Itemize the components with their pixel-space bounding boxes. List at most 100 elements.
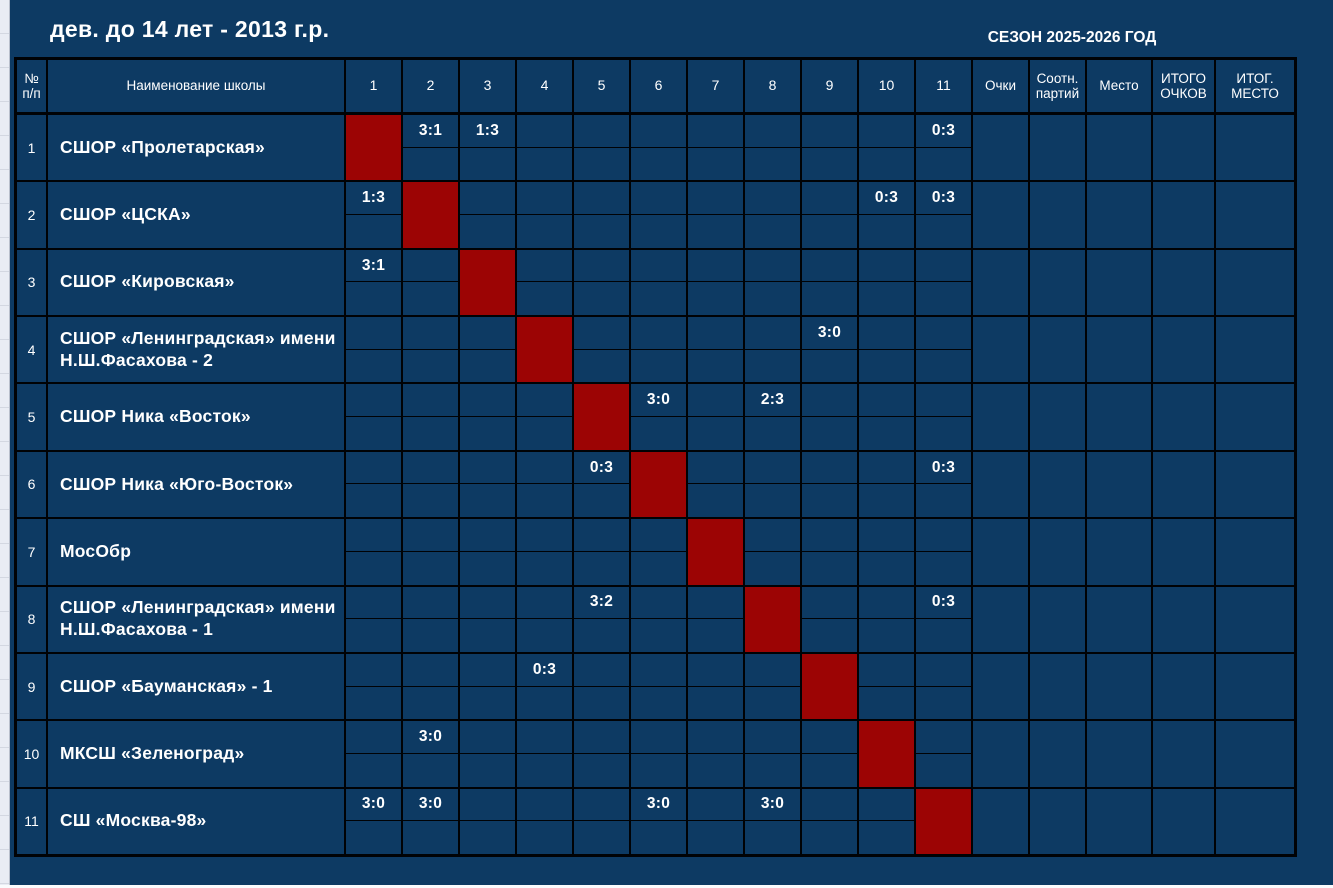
set-detail-cell[interactable] (916, 619, 971, 652)
set-detail-cell[interactable] (403, 282, 458, 315)
score-cell[interactable] (574, 182, 631, 248)
score-cell[interactable] (403, 317, 460, 383)
set-detail-cell[interactable] (346, 821, 401, 854)
points-cell[interactable] (973, 249, 1030, 316)
score-cell[interactable] (688, 384, 745, 450)
score-cell[interactable] (574, 317, 631, 383)
score-cell[interactable] (916, 653, 973, 720)
set-detail-cell[interactable] (688, 148, 743, 181)
score-cell[interactable] (460, 721, 517, 787)
header-round-6[interactable]: 6 (631, 60, 688, 112)
header-place[interactable]: Место (1087, 60, 1153, 112)
set-detail-cell[interactable] (403, 754, 458, 787)
header-round-9[interactable]: 9 (802, 60, 859, 112)
total-points-cell[interactable] (1153, 653, 1216, 720)
final-place-cell[interactable] (1216, 452, 1294, 517)
set-detail-cell[interactable] (859, 821, 914, 854)
set-detail-cell[interactable] (745, 687, 800, 720)
points-cell[interactable] (973, 317, 1030, 383)
set-detail-cell[interactable] (346, 687, 401, 720)
score-cell[interactable] (517, 586, 574, 652)
diagonal-cell[interactable] (631, 451, 688, 518)
header-round-11[interactable]: 11 (916, 60, 973, 112)
school-name-cell[interactable]: СШОР «ЦСКА» (48, 182, 346, 248)
set-detail-cell[interactable] (859, 484, 914, 517)
score-cell[interactable] (631, 653, 688, 720)
set-detail-cell[interactable] (802, 148, 857, 181)
set-detail-cell[interactable] (802, 215, 857, 248)
set-detail-cell[interactable] (745, 484, 800, 517)
score-cell[interactable] (916, 249, 973, 316)
set-detail-cell[interactable] (346, 350, 401, 383)
score-cell[interactable]: 0:3 (517, 653, 574, 720)
score-cell[interactable] (631, 249, 688, 316)
set-detail-cell[interactable] (460, 821, 515, 854)
score-cell[interactable] (802, 788, 859, 854)
score-cell[interactable] (517, 249, 574, 316)
score-cell[interactable]: 3:0 (745, 788, 802, 854)
set-detail-cell[interactable] (859, 350, 914, 383)
score-cell[interactable] (859, 519, 916, 585)
final-place-cell[interactable] (1216, 384, 1294, 449)
score-cell[interactable] (574, 115, 631, 181)
set-detail-cell[interactable] (688, 215, 743, 248)
points-cell[interactable] (973, 586, 1030, 652)
set-detail-cell[interactable] (574, 484, 629, 517)
set-detail-cell[interactable] (403, 350, 458, 383)
sets-ratio-cell[interactable] (1030, 249, 1087, 316)
set-detail-cell[interactable] (574, 821, 629, 854)
set-detail-cell[interactable] (916, 484, 971, 517)
set-detail-cell[interactable] (745, 282, 800, 315)
score-cell[interactable] (517, 115, 574, 181)
total-points-cell[interactable] (1153, 384, 1216, 450)
diagonal-cell[interactable] (517, 317, 574, 383)
final-place-cell[interactable] (1216, 250, 1294, 315)
row-number-cell[interactable]: 5 (17, 384, 48, 450)
sets-ratio-cell[interactable] (1030, 182, 1087, 248)
header-round-2[interactable]: 2 (403, 60, 460, 112)
set-detail-cell[interactable] (688, 619, 743, 652)
score-cell[interactable] (688, 788, 745, 854)
set-detail-cell[interactable] (460, 754, 515, 787)
score-cell[interactable] (460, 788, 517, 854)
score-cell[interactable] (859, 115, 916, 181)
score-cell[interactable]: 0:3 (916, 182, 973, 248)
set-detail-cell[interactable] (631, 148, 686, 181)
header-round-7[interactable]: 7 (688, 60, 745, 112)
score-cell[interactable] (517, 451, 574, 518)
score-cell[interactable]: 3:0 (346, 788, 403, 854)
score-cell[interactable] (745, 182, 802, 248)
diagonal-cell[interactable] (802, 653, 859, 720)
set-detail-cell[interactable] (859, 417, 914, 450)
sets-ratio-cell[interactable] (1030, 451, 1087, 518)
school-name-cell[interactable]: СШОР «Ленинградская» имени Н.Ш.Фасахова … (48, 586, 346, 652)
score-cell[interactable] (460, 519, 517, 585)
score-cell[interactable] (916, 519, 973, 585)
set-detail-cell[interactable] (460, 552, 515, 585)
score-cell[interactable] (802, 451, 859, 518)
score-cell[interactable] (574, 721, 631, 787)
set-detail-cell[interactable] (859, 552, 914, 585)
school-name-cell[interactable]: СШОР «Кировская» (48, 249, 346, 316)
set-detail-cell[interactable] (631, 687, 686, 720)
score-cell[interactable] (745, 653, 802, 720)
score-cell[interactable] (859, 653, 916, 720)
set-detail-cell[interactable] (688, 687, 743, 720)
set-detail-cell[interactable] (460, 350, 515, 383)
score-cell[interactable] (346, 384, 403, 450)
set-detail-cell[interactable] (916, 754, 971, 787)
score-cell[interactable] (460, 317, 517, 383)
place-cell[interactable] (1087, 653, 1153, 720)
set-detail-cell[interactable] (631, 282, 686, 315)
total-points-cell[interactable] (1153, 115, 1216, 181)
final-place-cell[interactable] (1216, 115, 1294, 180)
place-cell[interactable] (1087, 586, 1153, 652)
score-cell[interactable] (574, 519, 631, 585)
set-detail-cell[interactable] (631, 215, 686, 248)
set-detail-cell[interactable] (574, 282, 629, 315)
score-cell[interactable] (631, 182, 688, 248)
set-detail-cell[interactable] (460, 148, 515, 181)
score-cell[interactable] (859, 249, 916, 316)
sets-ratio-cell[interactable] (1030, 115, 1087, 181)
sets-ratio-cell[interactable] (1030, 317, 1087, 383)
